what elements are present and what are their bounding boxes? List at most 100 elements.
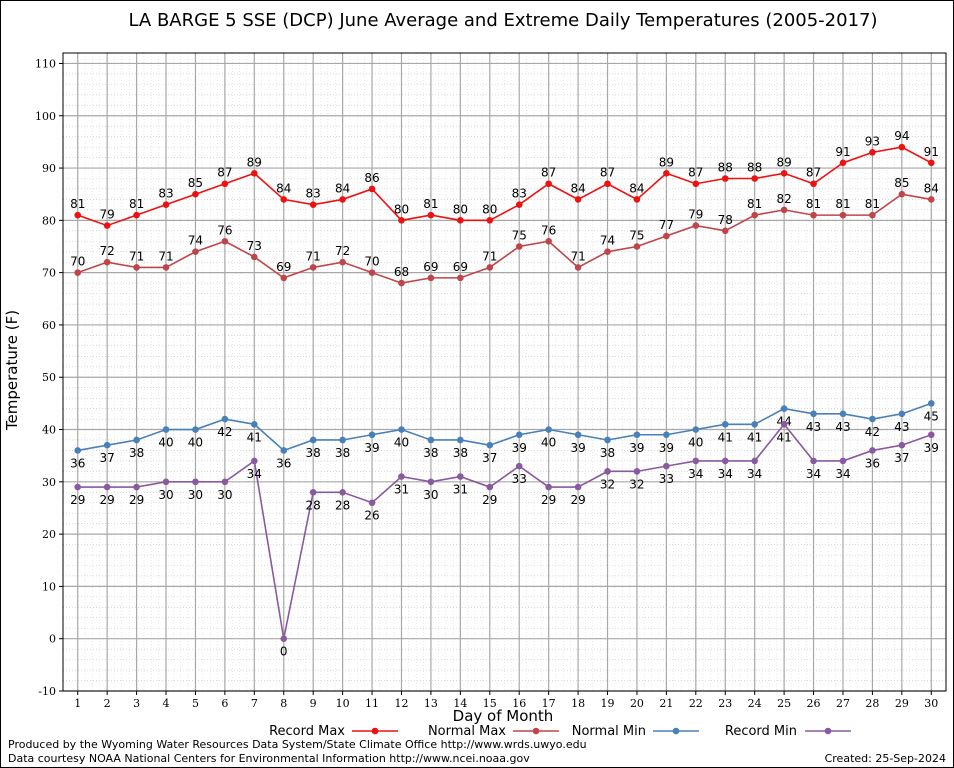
legend-marker [824, 727, 832, 735]
data-label: 45 [924, 409, 939, 423]
data-point [103, 258, 111, 266]
data-point [604, 468, 611, 475]
footer-created-date: Created: 25-Sep-2024 [825, 752, 946, 765]
data-point [457, 274, 464, 282]
data-label: 38 [600, 446, 615, 460]
data-point [133, 436, 140, 444]
data-point [133, 211, 140, 219]
data-point [869, 149, 876, 156]
data-point [192, 478, 199, 486]
data-label: 84 [276, 181, 291, 195]
minor-grid [63, 52, 946, 691]
series-layer: 81 79 81 83 85 87 89 84 83 84 86 80 81 80 80 83 87 84 87 84… [70, 129, 939, 659]
data-point [280, 635, 288, 643]
data-point [368, 185, 376, 193]
data-label: 87 [541, 166, 556, 180]
data-point [751, 175, 758, 182]
data-label: 71 [158, 249, 173, 263]
footer-credit-line: Produced by the Wyoming Water Resources … [8, 738, 587, 751]
data-label: 29 [541, 493, 556, 507]
y-tick-label: 110 [35, 57, 56, 70]
data-point [839, 211, 847, 219]
data-label: 29 [482, 493, 497, 507]
x-tick-label: 2 [104, 697, 111, 710]
data-point [869, 211, 876, 219]
data-point [810, 180, 817, 188]
x-tick-label: 9 [310, 697, 317, 710]
data-point [663, 169, 670, 177]
data-point [633, 431, 641, 439]
data-point [427, 436, 435, 444]
data-label: 39 [570, 441, 585, 455]
data-point [486, 483, 494, 491]
data-point [574, 196, 582, 203]
data-label: 83 [306, 187, 321, 201]
major-grid [63, 53, 946, 692]
data-label: 33 [512, 472, 527, 486]
data-label: 88 [718, 161, 733, 175]
data-point [398, 217, 405, 224]
data-point [221, 237, 229, 245]
data-label: 71 [482, 249, 497, 263]
legend-item: Record Min [725, 724, 851, 739]
data-label: 33 [659, 472, 674, 486]
data-label: 37 [482, 451, 497, 465]
x-tick-label: 1 [74, 697, 81, 710]
data-point [663, 462, 670, 470]
data-label: 84 [629, 181, 644, 195]
y-tick-label: 10 [42, 580, 56, 593]
data-label: 83 [158, 187, 173, 201]
data-label: 69 [453, 260, 468, 274]
data-point [486, 217, 494, 224]
data-point [368, 431, 376, 439]
data-point [280, 274, 288, 282]
x-tick-label: 12 [394, 697, 408, 710]
data-label: 81 [865, 197, 880, 211]
chart-title: LA BARGE 5 SSE (DCP) June Average and Ex… [128, 10, 877, 31]
data-point [574, 431, 582, 439]
x-tick-label: 8 [280, 697, 287, 710]
data-label: 89 [247, 155, 262, 169]
data-label: 0 [280, 645, 288, 659]
data-point [515, 201, 523, 208]
data-label: 81 [70, 197, 85, 211]
data-label: 41 [718, 430, 733, 444]
data-label: 80 [394, 202, 409, 216]
data-point [103, 222, 111, 229]
data-label: 84 [924, 181, 939, 195]
data-point [339, 196, 346, 203]
data-label: 38 [129, 446, 144, 460]
x-tick-label: 20 [630, 697, 644, 710]
data-label: 39 [659, 441, 674, 455]
data-label: 37 [894, 451, 909, 465]
data-point [309, 488, 317, 496]
x-tick-label: 5 [192, 697, 199, 710]
data-point [162, 478, 170, 486]
data-point [780, 206, 788, 214]
legend-label: Record Min [725, 724, 797, 739]
data-point [251, 457, 258, 465]
data-point [103, 441, 111, 449]
plot-area [62, 52, 947, 692]
data-point [398, 473, 405, 480]
x-tick-label: 27 [836, 697, 850, 710]
data-label: 81 [747, 197, 762, 211]
data-point [309, 264, 317, 271]
legend-marker [371, 727, 379, 735]
y-tick-label: 30 [42, 476, 56, 489]
data-label: 30 [217, 488, 232, 502]
data-point [192, 426, 199, 433]
data-point [751, 457, 758, 465]
x-tick-label: 23 [718, 697, 732, 710]
data-point [192, 248, 199, 256]
data-label: 75 [629, 228, 644, 242]
data-point [221, 478, 229, 486]
data-point [339, 258, 346, 266]
x-tick-label: 25 [777, 697, 791, 710]
data-point [927, 196, 935, 203]
data-point [251, 253, 258, 261]
data-point [339, 436, 346, 444]
legend-label: Normal Max [428, 724, 506, 739]
data-point [721, 420, 729, 428]
